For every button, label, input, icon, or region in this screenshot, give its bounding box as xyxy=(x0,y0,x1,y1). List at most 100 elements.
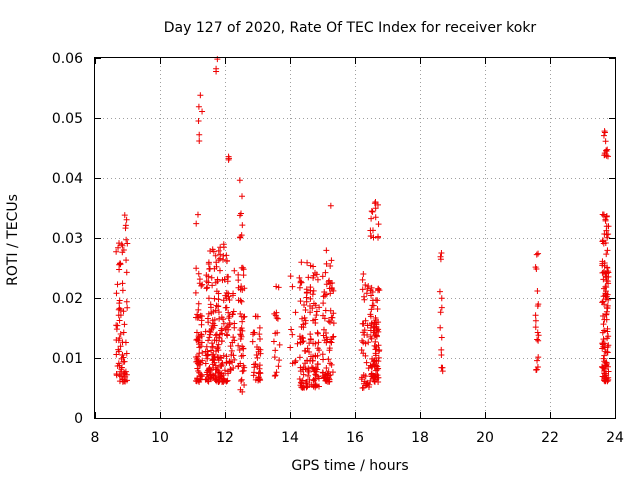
data-point xyxy=(123,257,130,264)
data-point xyxy=(193,329,200,336)
data-point xyxy=(312,316,319,323)
data-point xyxy=(303,290,310,297)
data-point xyxy=(605,223,612,230)
data-point xyxy=(307,262,314,269)
data-point xyxy=(236,346,243,353)
data-point xyxy=(296,274,303,281)
data-point xyxy=(196,131,203,138)
data-point xyxy=(113,351,120,358)
data-point xyxy=(532,264,539,271)
data-point xyxy=(192,289,199,296)
y-tick-label: 0.04 xyxy=(52,171,83,187)
data-point xyxy=(235,271,242,278)
data-point xyxy=(196,350,203,357)
data-point xyxy=(241,313,248,320)
data-point xyxy=(438,351,445,358)
x-tick-label: 22 xyxy=(541,430,559,446)
data-point xyxy=(205,279,212,286)
data-point xyxy=(227,343,234,350)
data-point xyxy=(361,296,368,303)
data-point xyxy=(231,324,238,331)
data-point xyxy=(121,212,128,219)
data-point xyxy=(305,274,312,281)
data-point xyxy=(193,220,200,227)
data-point xyxy=(238,377,245,384)
data-point xyxy=(228,351,235,358)
data-point xyxy=(309,291,316,298)
data-point xyxy=(372,205,379,212)
data-point xyxy=(212,366,219,373)
data-point xyxy=(535,332,542,339)
data-point xyxy=(320,326,327,333)
data-point xyxy=(116,240,123,247)
data-point xyxy=(213,288,220,295)
data-point xyxy=(239,193,246,200)
data-point xyxy=(202,348,209,355)
data-point xyxy=(438,295,445,302)
data-point xyxy=(359,276,366,283)
data-point xyxy=(328,257,335,264)
data-point xyxy=(375,221,382,228)
data-point xyxy=(299,377,306,384)
data-point xyxy=(124,240,131,247)
data-point xyxy=(236,177,243,184)
data-point xyxy=(367,313,374,320)
data-point xyxy=(196,137,203,144)
data-point xyxy=(321,337,328,344)
data-point xyxy=(375,328,382,335)
data-point xyxy=(255,370,262,377)
data-point xyxy=(368,373,375,380)
data-point xyxy=(256,376,263,383)
data-point xyxy=(362,382,369,389)
data-point xyxy=(218,325,225,332)
data-point xyxy=(119,339,126,346)
data-point xyxy=(229,311,236,318)
data-point xyxy=(602,138,609,145)
data-point xyxy=(603,270,610,277)
data-point xyxy=(604,247,611,254)
data-point xyxy=(373,297,380,304)
data-point xyxy=(276,341,283,348)
data-point xyxy=(605,333,612,340)
data-point xyxy=(603,212,610,219)
data-point xyxy=(120,308,127,315)
data-point xyxy=(220,378,227,385)
data-point xyxy=(325,368,332,375)
data-point xyxy=(217,244,224,251)
data-point xyxy=(228,347,235,354)
data-point xyxy=(203,285,210,292)
data-point xyxy=(239,368,246,375)
data-point xyxy=(599,364,606,371)
data-point xyxy=(123,216,130,223)
data-point xyxy=(276,357,283,364)
data-point xyxy=(364,322,371,329)
data-point xyxy=(438,364,445,371)
data-point xyxy=(226,296,233,303)
data-point xyxy=(602,348,609,355)
data-point xyxy=(224,278,231,285)
data-point xyxy=(116,335,123,342)
data-point xyxy=(256,331,263,338)
data-point xyxy=(240,352,247,359)
data-point xyxy=(535,337,542,344)
data-point xyxy=(215,247,222,254)
data-point xyxy=(119,242,126,249)
data-point xyxy=(439,368,446,375)
data-point xyxy=(308,364,315,371)
data-point xyxy=(224,377,231,384)
data-point xyxy=(601,377,608,384)
data-point xyxy=(194,365,201,372)
data-point xyxy=(328,336,335,343)
data-point xyxy=(115,360,122,367)
data-point xyxy=(213,68,220,75)
data-point xyxy=(534,329,541,336)
data-point xyxy=(235,363,242,370)
data-point xyxy=(271,354,278,361)
data-point xyxy=(305,368,312,375)
data-point xyxy=(360,372,367,379)
data-point xyxy=(120,329,127,336)
data-point xyxy=(307,309,314,316)
y-tick-label: 0.02 xyxy=(52,291,83,307)
data-point xyxy=(202,360,209,367)
